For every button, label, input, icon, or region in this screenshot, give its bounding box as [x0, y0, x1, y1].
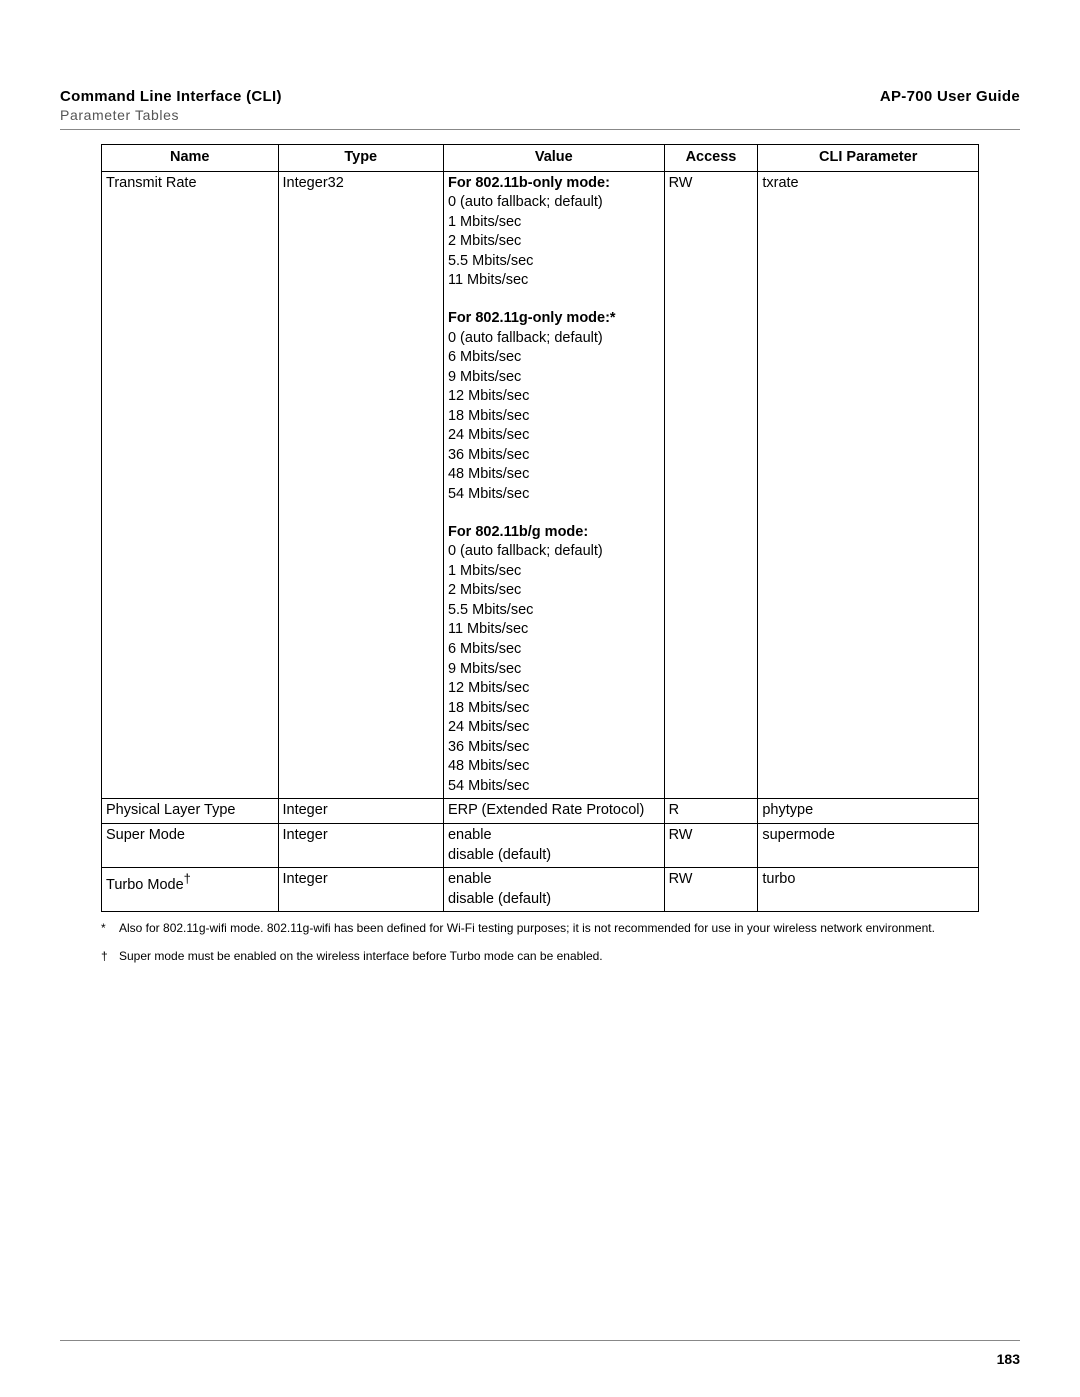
value-line: 6 Mbits/sec	[448, 348, 660, 368]
parameter-table: Name Type Value Access CLI Parameter Tra…	[101, 144, 979, 912]
page-number: 183	[997, 1351, 1020, 1367]
cell-value: ERP (Extended Rate Protocol)	[443, 799, 664, 824]
value-heading: For 802.11b/g mode:	[448, 523, 660, 543]
cell-value: enable disable (default)	[443, 868, 664, 912]
value-line: 12 Mbits/sec	[448, 679, 660, 699]
cell-name: Transmit Rate	[102, 171, 279, 799]
cell-name-text: Turbo Mode	[106, 877, 184, 893]
value-line: 12 Mbits/sec	[448, 387, 660, 407]
value-line: 24 Mbits/sec	[448, 718, 660, 738]
header-title-right: AP-700 User Guide	[880, 88, 1020, 105]
value-line: 6 Mbits/sec	[448, 640, 660, 660]
footnote-text: Super mode must be enabled on the wirele…	[119, 948, 979, 965]
value-line: 0 (auto fallback; default)	[448, 193, 660, 213]
cell-access: RW	[664, 868, 758, 912]
table-row: Transmit Rate Integer32 For 802.11b-only…	[102, 171, 979, 799]
value-line: 24 Mbits/sec	[448, 426, 660, 446]
col-header-access: Access	[664, 145, 758, 172]
value-line: 9 Mbits/sec	[448, 368, 660, 388]
footer-divider	[60, 1340, 1020, 1341]
cell-access: RW	[664, 171, 758, 799]
footnote: † Super mode must be enabled on the wire…	[101, 948, 979, 965]
footnote: * Also for 802.11g-wifi mode. 802.11g-wi…	[101, 920, 979, 937]
value-line: 5.5 Mbits/sec	[448, 601, 660, 621]
value-line: 0 (auto fallback; default)	[448, 329, 660, 349]
cell-cli: phytype	[758, 799, 979, 824]
footnote-text: Also for 802.11g-wifi mode. 802.11g-wifi…	[119, 920, 979, 937]
value-line: 36 Mbits/sec	[448, 738, 660, 758]
col-header-name: Name	[102, 145, 279, 172]
cell-value: For 802.11b-only mode: 0 (auto fallback;…	[443, 171, 664, 799]
cell-access: R	[664, 799, 758, 824]
value-line: 48 Mbits/sec	[448, 465, 660, 485]
value-line: 48 Mbits/sec	[448, 757, 660, 777]
value-line: 11 Mbits/sec	[448, 271, 660, 291]
table-row: Physical Layer Type Integer ERP (Extende…	[102, 799, 979, 824]
table-row: Super Mode Integer enable disable (defau…	[102, 824, 979, 868]
value-line: 2 Mbits/sec	[448, 232, 660, 252]
cell-cli: supermode	[758, 824, 979, 868]
value-line: 18 Mbits/sec	[448, 407, 660, 427]
cell-access: RW	[664, 824, 758, 868]
value-line: 9 Mbits/sec	[448, 660, 660, 680]
cell-cli: turbo	[758, 868, 979, 912]
cell-cli: txrate	[758, 171, 979, 799]
value-line: 5.5 Mbits/sec	[448, 252, 660, 272]
col-header-value: Value	[443, 145, 664, 172]
value-line: enable	[448, 826, 660, 846]
value-line: 2 Mbits/sec	[448, 581, 660, 601]
value-line: 18 Mbits/sec	[448, 699, 660, 719]
cell-type: Integer32	[278, 171, 443, 799]
cell-type: Integer	[278, 799, 443, 824]
footnote-mark: †	[101, 948, 119, 965]
value-line: 0 (auto fallback; default)	[448, 542, 660, 562]
value-line: 11 Mbits/sec	[448, 620, 660, 640]
col-header-cli: CLI Parameter	[758, 145, 979, 172]
cell-name: Turbo Mode†	[102, 868, 279, 912]
value-line: 54 Mbits/sec	[448, 777, 660, 797]
value-line: 1 Mbits/sec	[448, 562, 660, 582]
header-subtitle: Parameter Tables	[60, 107, 1020, 123]
value-line: ERP (Extended Rate Protocol)	[448, 801, 660, 821]
value-line: disable (default)	[448, 890, 660, 910]
header-divider	[60, 129, 1020, 130]
value-line: 1 Mbits/sec	[448, 213, 660, 233]
header-title-left: Command Line Interface (CLI)	[60, 88, 282, 105]
cell-name: Physical Layer Type	[102, 799, 279, 824]
footnotes: * Also for 802.11g-wifi mode. 802.11g-wi…	[101, 920, 979, 965]
dagger-icon: †	[184, 871, 191, 886]
col-header-type: Type	[278, 145, 443, 172]
value-line: enable	[448, 870, 660, 890]
table-row: Turbo Mode† Integer enable disable (defa…	[102, 868, 979, 912]
table-header-row: Name Type Value Access CLI Parameter	[102, 145, 979, 172]
footnote-mark: *	[101, 920, 119, 937]
value-line: 54 Mbits/sec	[448, 485, 660, 505]
value-heading: For 802.11b-only mode:	[448, 174, 660, 194]
value-line: disable (default)	[448, 846, 660, 866]
value-line: 36 Mbits/sec	[448, 446, 660, 466]
cell-type: Integer	[278, 824, 443, 868]
cell-value: enable disable (default)	[443, 824, 664, 868]
cell-type: Integer	[278, 868, 443, 912]
value-heading: For 802.11g-only mode:*	[448, 309, 660, 329]
cell-name: Super Mode	[102, 824, 279, 868]
